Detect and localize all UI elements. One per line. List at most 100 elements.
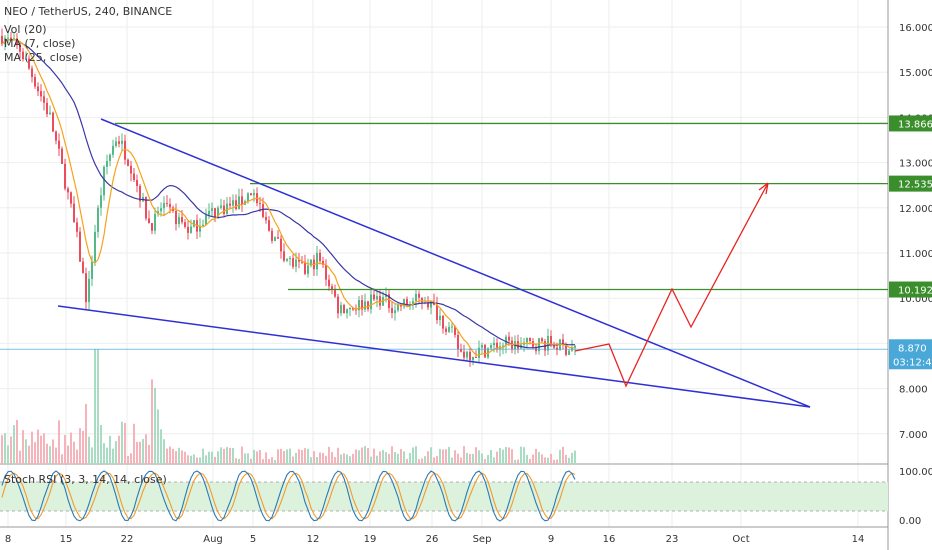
volume-bar (139, 441, 141, 464)
candle-body (28, 58, 30, 69)
candle-body (298, 259, 300, 262)
price-tick-label: 12.000 (899, 204, 932, 215)
volume-bar (571, 452, 573, 464)
volume-bar (184, 451, 186, 464)
volume-bar (262, 459, 264, 464)
candle-body (124, 140, 126, 160)
candle-body (157, 211, 159, 214)
candle-body (139, 185, 141, 202)
candle-body (16, 38, 18, 45)
volume-bar (478, 450, 480, 464)
volume-legend[interactable]: Vol (20) (4, 23, 47, 36)
candle-body (187, 226, 189, 233)
stoch-tick-label: 0.00 (899, 516, 921, 527)
volume-bar (418, 459, 420, 464)
volume-bar (547, 457, 549, 464)
volume-bar (16, 419, 18, 464)
volume-bar (82, 430, 84, 464)
volume-bar (100, 424, 102, 464)
candle-body (31, 68, 33, 78)
volume-bar (226, 447, 228, 464)
volume-bar (367, 448, 369, 464)
volume-bar (364, 446, 366, 464)
volume-bar (133, 423, 135, 464)
candle-body (145, 197, 147, 219)
candle-body (259, 203, 261, 205)
time-tick-label: 22 (121, 534, 134, 545)
volume-bar (373, 448, 375, 464)
volume-bar (346, 454, 348, 464)
candle-body (481, 344, 483, 348)
candle-body (328, 279, 330, 287)
volume-bar (19, 450, 21, 464)
price-axis[interactable]: 16.00015.00014.00013.00012.00011.00010.0… (899, 23, 932, 527)
projection-path[interactable] (574, 182, 769, 388)
volume-bar (385, 452, 387, 464)
volume-bar (343, 453, 345, 464)
volume-bar (34, 442, 36, 464)
candle-body (121, 140, 123, 144)
candle-body (52, 112, 54, 132)
volume-bar (220, 447, 222, 464)
candle-body (151, 223, 153, 231)
candle-body (100, 195, 102, 208)
volume-bar (94, 349, 96, 464)
time-axis[interactable]: 8 15 22 Aug 5 12 19 26 Sep 9 16 23 Oct 14 (5, 534, 865, 545)
candle-body (205, 214, 207, 225)
candle-body (184, 222, 186, 227)
volume-bar (304, 448, 306, 464)
time-tick-label: 9 (548, 534, 554, 545)
candle-body (10, 37, 12, 40)
volume-bar (394, 452, 396, 464)
volume-bar (331, 451, 333, 464)
volume-bar (340, 454, 342, 464)
volume-bar (10, 436, 12, 464)
volume-bar (97, 349, 99, 464)
price-tick-label: 8.000 (899, 385, 928, 396)
volume-bar (451, 457, 453, 464)
candle-body (553, 344, 555, 348)
volume-bars (1, 349, 576, 464)
volume-bar (562, 446, 564, 464)
volume-bar (22, 430, 24, 464)
candle-body (307, 265, 309, 274)
candle-body (457, 334, 459, 350)
level-price-tag (889, 175, 932, 192)
volume-bar (433, 457, 435, 464)
volume-bar (307, 448, 309, 464)
volume-bar (565, 454, 567, 464)
ma25-legend[interactable]: MA (25, close) (4, 51, 82, 64)
price-tick-label: 11.000 (899, 249, 932, 260)
drawings[interactable] (57, 118, 888, 408)
volume-bar (73, 441, 75, 464)
time-tick-label: Sep (473, 534, 492, 545)
volume-bar (442, 449, 444, 464)
time-tick-label: 14 (852, 534, 865, 545)
candle-body (22, 51, 24, 60)
volume-bar (148, 444, 150, 464)
volume-bar (283, 451, 285, 464)
candle-body (466, 351, 468, 358)
wedge-upper-line[interactable] (100, 118, 811, 408)
ma7-legend[interactable]: MA (7, close) (4, 37, 75, 50)
candle-body (439, 315, 441, 320)
volume-bar (409, 452, 411, 464)
candle-body (268, 220, 270, 231)
candle-body (331, 286, 333, 290)
volume-bar (493, 457, 495, 464)
candle-body (406, 299, 408, 305)
symbol-legend[interactable]: NEO / TetherUS, 240, BINANCE (4, 5, 172, 18)
volume-bar (238, 458, 240, 464)
candle-body (382, 296, 384, 306)
volume-bar (181, 450, 183, 464)
volume-bar (103, 443, 105, 464)
candle-body (343, 304, 345, 314)
candle-body (484, 344, 486, 358)
candle-body (532, 341, 534, 347)
candle-body (85, 273, 87, 303)
wedge-lower-line[interactable] (57, 305, 811, 408)
candle-body (358, 300, 360, 311)
stoch-rsi-legend[interactable]: Stoch RSI (3, 3, 14, 14, close) (4, 473, 167, 486)
volume-bar (475, 447, 477, 464)
